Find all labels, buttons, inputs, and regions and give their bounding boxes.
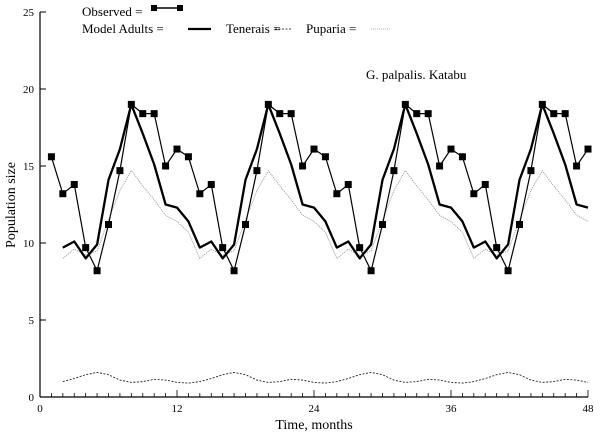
data-point-observed [379,221,386,229]
data-point-observed [584,145,592,153]
data-point-observed [299,162,307,170]
y-tick-label: 5 [29,315,35,327]
legend-model-adults-label: Model Adults = [82,21,164,36]
legend-observed-label: Observed = [82,4,142,19]
y-tick-label: 15 [23,161,35,173]
data-point-observed [93,267,101,275]
data-point-observed [436,162,444,170]
data-point-observed [196,190,204,198]
data-point-observed [47,153,55,161]
axes: 0 5 10 15 20 25 0 12 24 36 48 [23,7,594,415]
series-line-model-adults [62,103,589,260]
y-tick-label: 10 [23,238,35,250]
data-point-observed [276,110,284,118]
data-point-observed [162,162,170,170]
data-point-observed [390,167,398,175]
legend-observed-marker [177,5,183,11]
data-point-observed [561,110,569,118]
data-point-observed [116,167,124,175]
data-point-observed [424,110,432,118]
data-point-observed [207,180,215,188]
data-point-observed [253,167,261,175]
x-tick-label: 36 [446,403,458,415]
data-point-observed [287,110,295,118]
data-point-observed [413,110,421,118]
data-point-observed [321,153,329,161]
data-point-observed [70,180,78,188]
data-point-observed [333,190,341,198]
y-tick-label: 25 [23,7,35,19]
legend-tenerais-label: Tenerais = [226,21,280,36]
data-point-observed [344,180,352,188]
data-point-observed [481,180,489,188]
x-tick-label: 0 [37,403,43,415]
y-tick-label: 0 [29,392,35,404]
data-point-observed [401,100,409,108]
x-tick-label: 48 [583,403,595,415]
data-point-observed [458,153,466,161]
data-point-observed [516,221,523,229]
data-point-observed [230,267,238,275]
data-point-observed [447,145,455,153]
data-point-observed [527,167,535,175]
legend-puparia-label: Puparia = [306,21,356,36]
y-tick-label: 20 [23,84,35,96]
data-point-observed [470,190,478,198]
data-point-observed [367,267,375,275]
data-point-observed [150,110,158,118]
data-point-observed [538,100,546,108]
data-point-observed [310,145,318,153]
x-tick-label: 24 [309,403,321,415]
data-point-observed [504,267,512,275]
data-point-observed [173,145,181,153]
legend-observed-marker [151,5,157,11]
x-tick-label: 12 [172,403,183,415]
data-point-observed [105,221,112,229]
data-point-observed [219,244,227,252]
y-axis-label: Population size [4,162,19,248]
data-point-observed [573,162,581,170]
series-line-puparia [62,170,589,259]
data-point-observed [139,110,147,118]
chart-annotation: G. palpalis. Katabu [366,67,467,82]
data-point-observed [356,244,364,252]
data-point-observed [127,100,135,108]
data-point-observed [82,244,90,252]
series-marks [47,100,592,384]
data-point-observed [242,221,249,229]
legend: Observed = Model Adults = Tenerais = Pup… [82,4,467,82]
data-point-observed [59,190,67,198]
data-point-observed [550,110,558,118]
data-point-observed [264,100,272,108]
x-axis-label: Time, months [275,418,352,433]
data-point-observed [184,153,192,161]
data-point-observed [493,244,501,252]
series-line-tenerais [62,371,589,384]
